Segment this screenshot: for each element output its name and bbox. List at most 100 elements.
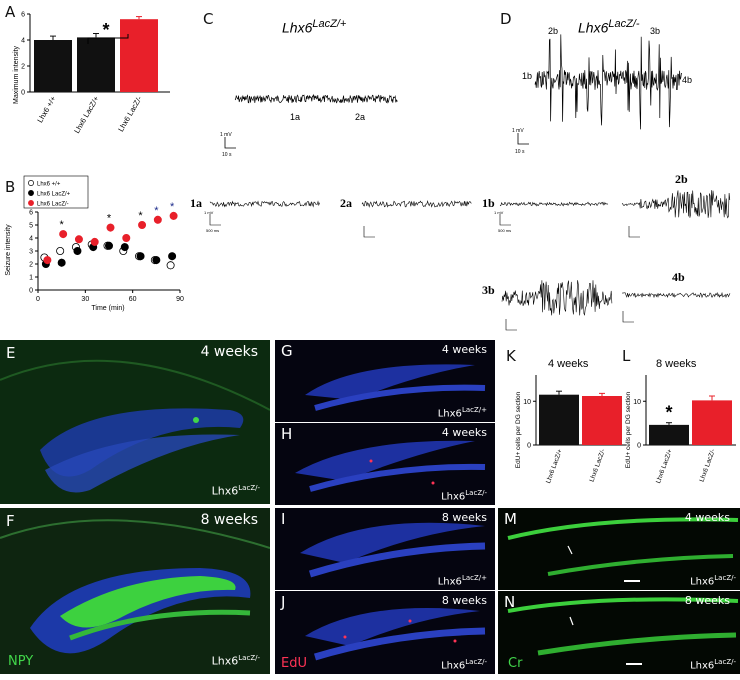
chart-b-legend-label: Lhx6 LacZ/- bbox=[37, 201, 69, 207]
svg-text:10 s: 10 s bbox=[222, 152, 232, 158]
svg-text:500 ms: 500 ms bbox=[498, 228, 511, 233]
svg-text:500 ms: 500 ms bbox=[206, 228, 219, 233]
svg-text:1 mV: 1 mV bbox=[494, 210, 504, 215]
marker-2a: 2a bbox=[355, 112, 365, 122]
chart-b-point bbox=[120, 243, 129, 252]
micro-j-genotype: Lhx6LacZ/- bbox=[441, 657, 487, 671]
chart-b-point bbox=[169, 211, 178, 220]
micrograph-h: H 4 weeks Lhx6LacZ/- bbox=[275, 423, 495, 505]
trace-label-1a: 1a bbox=[190, 196, 202, 210]
chart-b-point bbox=[106, 223, 115, 232]
chart-b-point bbox=[166, 261, 175, 270]
chart-b-point bbox=[90, 237, 99, 246]
micro-f-stain: NPY bbox=[8, 654, 34, 669]
micro-n-age: 8 weeks bbox=[684, 594, 730, 607]
panel-d-trace: 1b 2b 3b 4b 1 mV 10 s bbox=[512, 26, 692, 155]
trace-label-2a: 2a bbox=[340, 196, 352, 210]
charts-k-l: 4 weeks 8 weeks EdU+ cells per DG sectio… bbox=[515, 358, 736, 484]
svg-text:1 mV: 1 mV bbox=[204, 210, 214, 215]
micro-h-genotype: Lhx6LacZ/- bbox=[441, 488, 487, 502]
chart-k-xtick-label: Lhx6 LacZ/+ bbox=[545, 448, 564, 484]
micro-n-stain: Cr bbox=[508, 656, 523, 671]
panel-letter-n: N bbox=[504, 593, 516, 611]
micro-m-age: 4 weeks bbox=[684, 511, 730, 524]
chart-l-ytick-label: 10 bbox=[633, 399, 641, 406]
micro-i-genotype: Lhx6LacZ/+ bbox=[437, 573, 487, 587]
panel-c-title: Lhx6LacZ/+ bbox=[282, 18, 347, 36]
micro-g-age: 4 weeks bbox=[441, 343, 487, 356]
marker-1a: 1a bbox=[290, 112, 300, 122]
chart-b-point bbox=[74, 235, 83, 244]
trace-scalebar-1b bbox=[499, 214, 511, 226]
panel-letter-m: M bbox=[504, 510, 517, 528]
chart-a-sig-bracket bbox=[87, 34, 129, 44]
micro-f-age: 8 weeks bbox=[200, 512, 258, 528]
chart-b-point bbox=[59, 230, 68, 239]
panel-letter-h: H bbox=[281, 425, 293, 443]
svg-text:1 mV: 1 mV bbox=[512, 128, 524, 134]
chart-b-ytick-label: 0 bbox=[29, 288, 33, 295]
chart-a-ylabel: Maximum intensity bbox=[13, 46, 20, 104]
chart-b-sig-star: * bbox=[138, 210, 143, 222]
panel-c-trace: 1a 2a 1 mV 10 s bbox=[220, 93, 398, 158]
panel-letter-e: E bbox=[6, 344, 16, 362]
trace-scalebar-4b bbox=[622, 311, 634, 323]
chart-a-bar bbox=[77, 37, 115, 92]
chart-b-xtick-label: 0 bbox=[36, 296, 40, 303]
marker-3b: 3b bbox=[650, 26, 660, 36]
chart-b-xtick-label: 30 bbox=[81, 296, 89, 303]
micro-e-age: 4 weeks bbox=[200, 344, 258, 360]
chart-b-ytick-label: 6 bbox=[29, 210, 33, 217]
chart-a-xtick-label: Lhx6 LacZ/+ bbox=[72, 94, 101, 135]
chart-k-xtick-label: Lhx6 LacZ/- bbox=[589, 448, 607, 483]
chart-a-xtick-label: Lhx6 +/+ bbox=[35, 94, 58, 124]
panel-d-title: Lhx6LacZ/- bbox=[578, 18, 640, 36]
chart-l-ytick-label: 0 bbox=[637, 443, 641, 450]
chart-b-ytick-label: 5 bbox=[29, 223, 33, 230]
chart-b-point bbox=[73, 247, 82, 256]
chart-b-point bbox=[168, 252, 177, 261]
chart-l-bar bbox=[649, 424, 689, 445]
svg-text:1 mV: 1 mV bbox=[220, 132, 232, 138]
chart-b-xtick-label: 60 bbox=[129, 296, 137, 303]
chart-b-point bbox=[122, 234, 131, 243]
trace-scalebar-2a bbox=[363, 226, 375, 238]
trace-label-4b: 4b bbox=[672, 270, 685, 284]
micro-m-genotype: Lhx6LacZ/- bbox=[690, 573, 736, 587]
micrograph-i: I 8 weeks Lhx6LacZ/+ bbox=[275, 508, 495, 590]
chart-b-sig-star: * bbox=[170, 201, 175, 213]
chart-k-ytick-label: 10 bbox=[523, 399, 531, 406]
panel-letter-j: J bbox=[281, 593, 286, 611]
panel-letter-l: L bbox=[622, 347, 631, 365]
panel-d-scalebar bbox=[517, 133, 529, 145]
chart-b-ytick-label: 3 bbox=[29, 249, 33, 256]
micrograph-g: G 4 weeks Lhx6LacZ/+ bbox=[275, 340, 495, 422]
panel-letter-c: C bbox=[203, 10, 214, 28]
panel-c-scalebar bbox=[224, 137, 236, 149]
chart-a-ytick-label: 4 bbox=[21, 38, 25, 45]
micro-i-age: 8 weeks bbox=[441, 511, 487, 524]
micro-n-genotype: Lhx6LacZ/- bbox=[690, 657, 736, 671]
chart-b-point bbox=[105, 241, 114, 250]
micro-j-age: 8 weeks bbox=[441, 594, 487, 607]
chart-k-bar bbox=[582, 396, 622, 445]
trace-label-2b: 2b bbox=[675, 172, 688, 186]
chart-b-ytick-label: 1 bbox=[29, 275, 33, 282]
panel-letter-i: I bbox=[281, 510, 286, 528]
chart-k-bar bbox=[539, 394, 579, 445]
marker-1b: 1b bbox=[522, 71, 532, 81]
chart-l-bar bbox=[692, 400, 732, 445]
expanded-traces: 1 mV 500 ms 1 mV 500 ms bbox=[204, 190, 731, 331]
chart-b-point bbox=[136, 252, 145, 261]
micrograph-n: N 8 weeks Cr Lhx6LacZ/- bbox=[498, 591, 740, 674]
chart-a-bar bbox=[34, 40, 72, 92]
trace-scalebar-1a bbox=[209, 214, 221, 226]
chart-b-ytick-label: 2 bbox=[29, 262, 33, 269]
chart-l-sig-star: * bbox=[665, 403, 672, 423]
chart-k-ytick-label: 0 bbox=[527, 443, 531, 450]
chart-b-legend-marker bbox=[28, 190, 34, 196]
chart-k-title: 4 weeks bbox=[548, 358, 589, 370]
micrograph-j: J 8 weeks EdU Lhx6LacZ/- bbox=[275, 591, 495, 674]
micrograph-m: M 4 weeks Lhx6LacZ/- bbox=[498, 508, 740, 590]
trace-scalebar-2b bbox=[628, 226, 640, 238]
